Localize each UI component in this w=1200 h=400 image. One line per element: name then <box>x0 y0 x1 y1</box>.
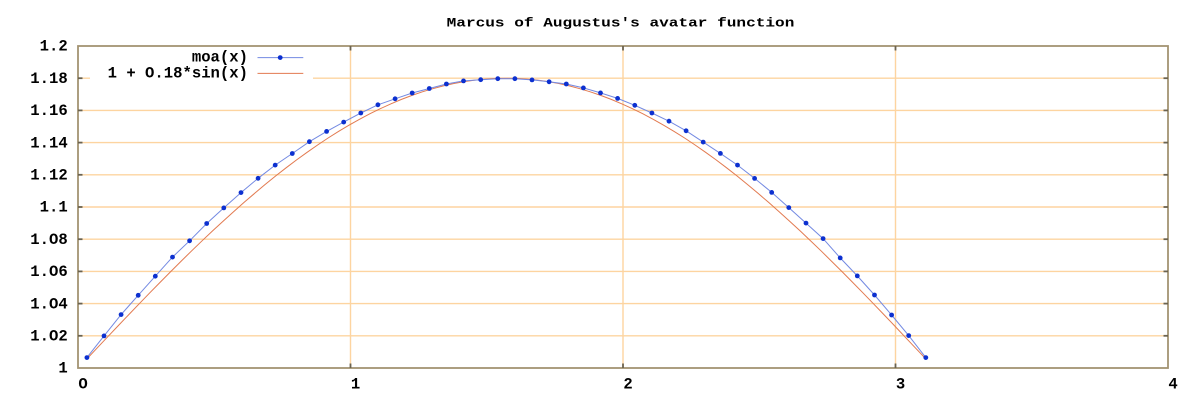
svg-text:1.2: 1.2 <box>40 38 68 56</box>
svg-text:1: 1 <box>58 360 67 378</box>
svg-text:1.14: 1.14 <box>30 134 67 152</box>
svg-text:Marcus of Augustus's avatar fu: Marcus of Augustus's avatar function <box>447 17 795 31</box>
svg-text:4: 4 <box>1168 375 1177 393</box>
svg-text:1 + O.18*sin(x): 1 + O.18*sin(x) <box>108 65 248 83</box>
svg-text:O: O <box>78 375 87 393</box>
svg-text:2: 2 <box>623 375 632 393</box>
svg-text:moa(x): moa(x) <box>192 49 248 67</box>
svg-text:1.O2: 1.O2 <box>30 328 67 346</box>
svg-text:1.O6: 1.O6 <box>30 263 67 281</box>
svg-text:1.12: 1.12 <box>30 167 67 185</box>
svg-text:1.O8: 1.O8 <box>30 231 67 249</box>
svg-text:1.1: 1.1 <box>40 199 68 217</box>
svg-text:1: 1 <box>351 375 360 393</box>
svg-text:1.16: 1.16 <box>30 102 67 120</box>
svg-text:3: 3 <box>896 375 905 393</box>
svg-text:1.18: 1.18 <box>30 70 67 88</box>
svg-text:1.O4: 1.O4 <box>30 295 67 313</box>
